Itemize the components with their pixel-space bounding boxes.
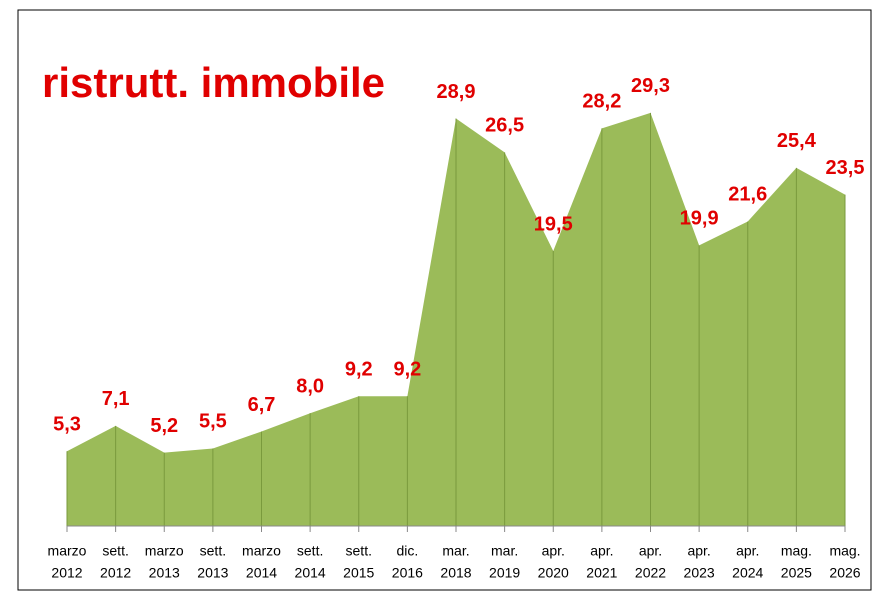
data-label: 9,2 <box>345 359 373 381</box>
x-tick-label: mag. <box>781 543 812 559</box>
x-tick-label: 2014 <box>295 565 326 581</box>
data-label: 29,3 <box>631 75 670 97</box>
x-tick-label: mar. <box>442 543 469 559</box>
data-label: 19,9 <box>680 208 719 230</box>
x-tick-label: 2013 <box>149 565 180 581</box>
x-tick-label: marzo <box>48 543 87 559</box>
x-tick-label: 2015 <box>343 565 374 581</box>
x-tick-label: 2018 <box>440 565 471 581</box>
x-tick-label: sett. <box>200 543 226 559</box>
x-tick-label: sett. <box>297 543 323 559</box>
x-tick-label: apr. <box>736 543 759 559</box>
x-tick-label: dic. <box>396 543 418 559</box>
x-tick-label: 2024 <box>732 565 763 581</box>
x-tick-label: 2019 <box>489 565 520 581</box>
x-tick-label: 2013 <box>197 565 228 581</box>
data-label: 5,5 <box>199 411 227 433</box>
x-tick-label: marzo <box>242 543 281 559</box>
x-tick-label: 2021 <box>586 565 617 581</box>
data-label: 5,3 <box>53 414 81 436</box>
x-tick-label: 2016 <box>392 565 423 581</box>
data-label: 19,5 <box>534 213 573 235</box>
data-label: 21,6 <box>728 184 767 206</box>
x-tick-label: apr. <box>542 543 565 559</box>
x-tick-label: mar. <box>491 543 518 559</box>
data-label: 25,4 <box>777 130 817 152</box>
data-label: 28,2 <box>582 91 621 113</box>
x-tick-label: sett. <box>102 543 128 559</box>
data-label: 6,7 <box>248 394 276 416</box>
x-tick-label: mag. <box>829 543 860 559</box>
chart-title: ristrutt. immobile <box>42 59 385 106</box>
data-label: 28,9 <box>437 81 476 103</box>
data-label: 9,2 <box>393 359 421 381</box>
x-tick-label: 2023 <box>684 565 715 581</box>
data-label: 26,5 <box>485 115 524 137</box>
x-tick-label: 2012 <box>51 565 82 581</box>
data-label: 8,0 <box>296 375 324 397</box>
data-label: 5,2 <box>150 415 178 437</box>
x-tick-label: marzo <box>145 543 184 559</box>
x-tick-label: apr. <box>639 543 662 559</box>
x-tick-label: 2014 <box>246 565 277 581</box>
data-label: 23,5 <box>826 157 865 179</box>
x-tick-label: sett. <box>346 543 372 559</box>
x-tick-label: 2012 <box>100 565 131 581</box>
data-label: 7,1 <box>102 388 130 410</box>
x-tick-label: apr. <box>687 543 710 559</box>
x-tick-label: 2025 <box>781 565 812 581</box>
x-tick-label: 2020 <box>538 565 569 581</box>
x-tick-label: apr. <box>590 543 613 559</box>
x-tick-label: 2026 <box>829 565 860 581</box>
x-tick-label: 2022 <box>635 565 666 581</box>
